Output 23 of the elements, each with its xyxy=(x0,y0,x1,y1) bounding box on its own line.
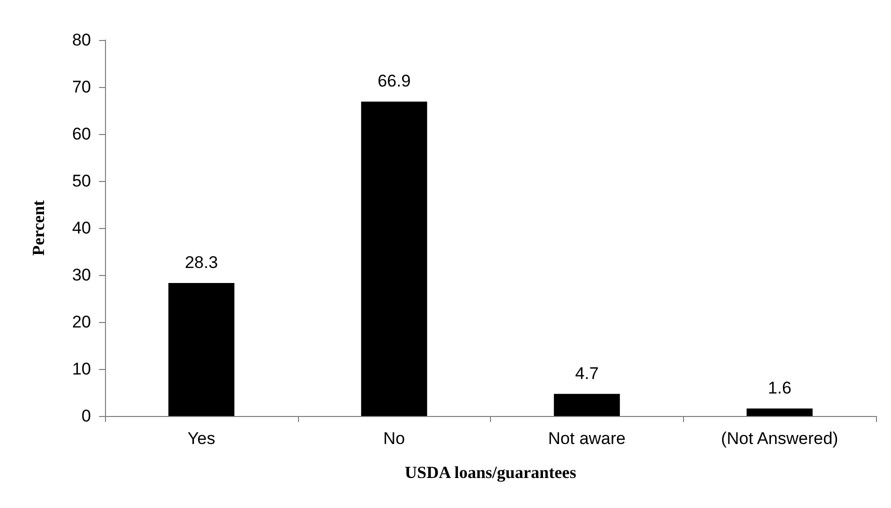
y-tick-label: 50 xyxy=(72,172,91,190)
x-axis-title: USDA loans/guarantees xyxy=(404,463,577,482)
y-tick-label: 0 xyxy=(82,406,91,426)
y-tick-label: 60 xyxy=(72,124,91,144)
y-tick-label: 20 xyxy=(72,312,91,332)
x-tick-label: Not aware xyxy=(548,429,626,448)
data-label: 1.6 xyxy=(768,378,792,398)
x-tick-label: (Not Answered) xyxy=(721,429,838,448)
bar xyxy=(361,102,428,416)
bar xyxy=(168,282,234,416)
y-tick-label: 30 xyxy=(72,266,91,284)
y-tick-label: 70 xyxy=(72,78,91,96)
data-label: 4.7 xyxy=(575,364,599,383)
y-tick-label: 80 xyxy=(72,30,91,50)
y-axis-title: Percent xyxy=(29,200,48,256)
y-tick-label: 10 xyxy=(72,360,91,378)
x-tick-label: Yes xyxy=(188,429,216,448)
y-tick-label: 40 xyxy=(72,218,91,238)
bar xyxy=(554,394,620,416)
x-tick-label: No xyxy=(383,429,405,448)
data-label: 66.9 xyxy=(378,72,411,91)
data-label: 28.3 xyxy=(184,252,218,272)
bar xyxy=(746,408,813,416)
